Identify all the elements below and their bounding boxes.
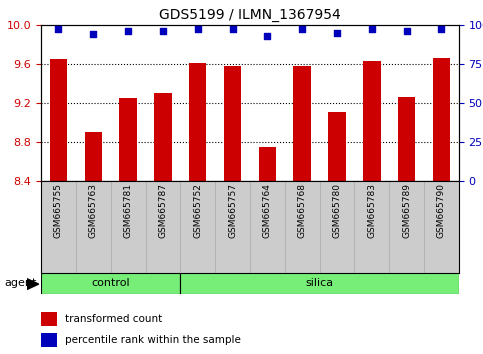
Point bbox=[55, 27, 62, 32]
Bar bbox=[224, 65, 241, 181]
Bar bbox=[398, 97, 415, 181]
Text: silica: silica bbox=[306, 278, 334, 288]
Text: percentile rank within the sample: percentile rank within the sample bbox=[65, 335, 241, 345]
Text: transformed count: transformed count bbox=[65, 314, 162, 324]
Bar bbox=[41, 333, 57, 347]
Point bbox=[438, 27, 445, 32]
Point bbox=[298, 27, 306, 32]
Polygon shape bbox=[27, 279, 39, 290]
Point bbox=[333, 30, 341, 35]
Bar bbox=[41, 312, 57, 326]
Text: GSM665783: GSM665783 bbox=[367, 183, 376, 238]
Bar bbox=[363, 61, 381, 181]
Bar bbox=[41, 273, 180, 294]
Bar bbox=[180, 273, 459, 294]
Point bbox=[89, 31, 97, 37]
Text: GSM665787: GSM665787 bbox=[158, 183, 168, 238]
Point bbox=[264, 33, 271, 39]
Bar bbox=[189, 63, 206, 181]
Title: GDS5199 / ILMN_1367954: GDS5199 / ILMN_1367954 bbox=[159, 8, 341, 22]
Text: GSM665757: GSM665757 bbox=[228, 183, 237, 238]
Bar bbox=[433, 58, 450, 181]
Point bbox=[159, 28, 167, 34]
Text: GSM665781: GSM665781 bbox=[124, 183, 133, 238]
Bar bbox=[154, 93, 171, 181]
Text: GSM665755: GSM665755 bbox=[54, 183, 63, 238]
Bar bbox=[119, 98, 137, 181]
Text: GSM665764: GSM665764 bbox=[263, 183, 272, 238]
Point bbox=[403, 28, 411, 34]
Point bbox=[228, 27, 236, 32]
Text: GSM665789: GSM665789 bbox=[402, 183, 411, 238]
Text: GSM665763: GSM665763 bbox=[89, 183, 98, 238]
Bar bbox=[50, 59, 67, 181]
Text: GSM665780: GSM665780 bbox=[332, 183, 341, 238]
Text: GSM665768: GSM665768 bbox=[298, 183, 307, 238]
Point bbox=[124, 28, 132, 34]
Text: GSM665790: GSM665790 bbox=[437, 183, 446, 238]
Text: GSM665752: GSM665752 bbox=[193, 183, 202, 238]
Bar bbox=[85, 132, 102, 181]
Bar bbox=[294, 65, 311, 181]
Text: control: control bbox=[91, 278, 130, 288]
Point bbox=[368, 27, 376, 32]
Bar bbox=[328, 112, 346, 181]
Text: agent: agent bbox=[5, 278, 37, 288]
Bar bbox=[259, 147, 276, 181]
Point bbox=[194, 27, 201, 32]
